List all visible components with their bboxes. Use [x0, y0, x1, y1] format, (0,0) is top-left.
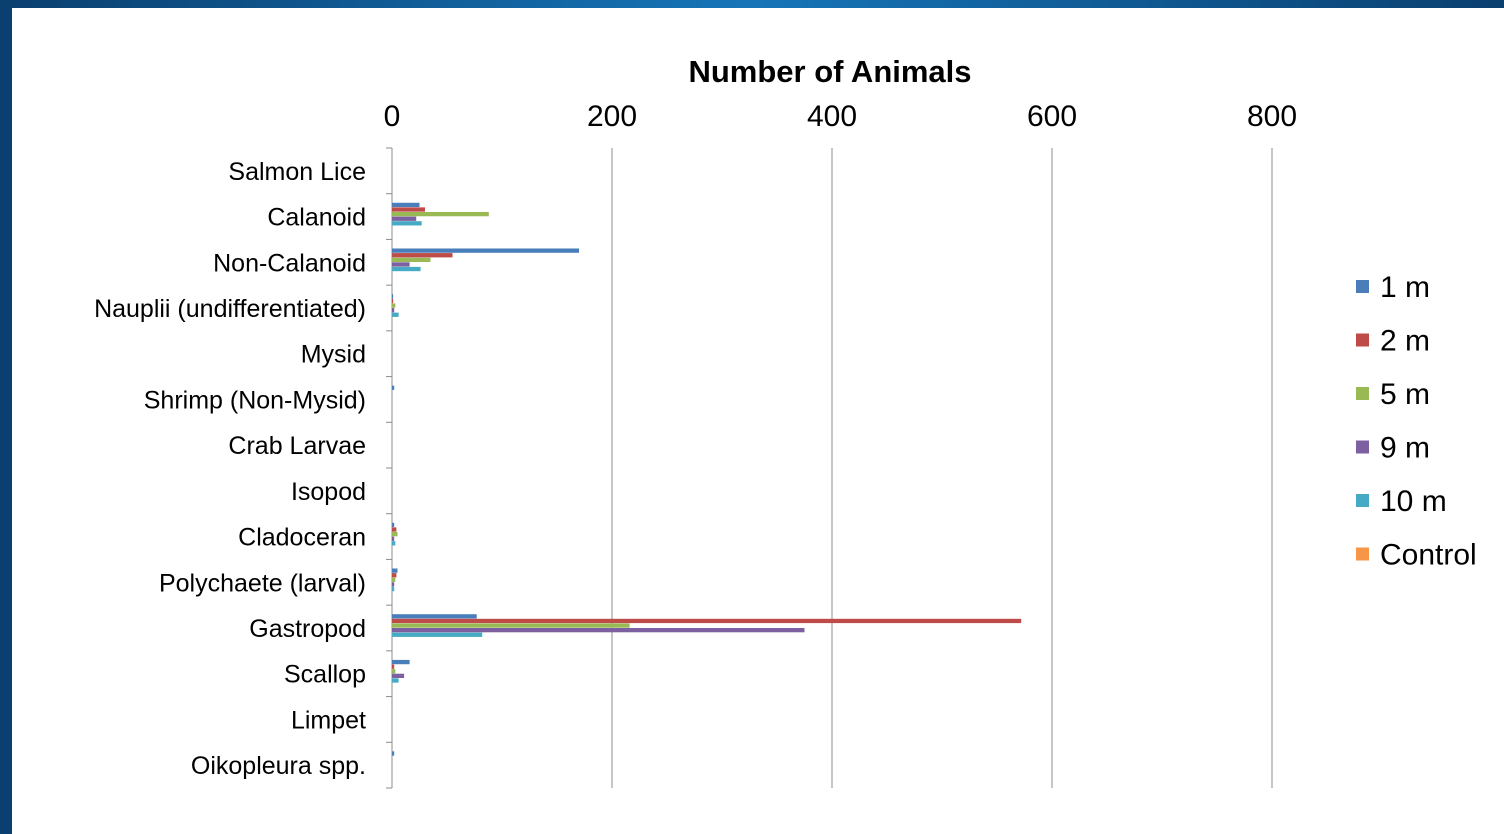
bar — [392, 678, 399, 683]
bar — [392, 568, 398, 573]
x-axis-title: Number of Animals — [688, 54, 971, 89]
x-tick-label: 0 — [384, 100, 401, 133]
bar — [392, 623, 630, 628]
legend-label: Control — [1380, 539, 1477, 572]
bar — [392, 221, 422, 226]
bar — [392, 664, 395, 669]
legend-label: 2 m — [1380, 325, 1430, 358]
category-label: Non-Calanoid — [213, 249, 366, 277]
legend-swatch — [1356, 280, 1369, 293]
bar — [392, 385, 395, 390]
bar — [392, 257, 431, 262]
x-tick-labels: 0 200 400 600 800 — [384, 100, 1297, 133]
bar — [392, 751, 395, 756]
bar — [392, 207, 425, 212]
bar — [392, 659, 410, 665]
bar — [392, 253, 453, 258]
bar — [392, 298, 394, 304]
gridlines — [386, 147, 1273, 789]
bar — [392, 216, 417, 221]
bar — [392, 522, 395, 528]
bar — [392, 586, 395, 592]
bar — [392, 266, 421, 272]
bar — [392, 527, 397, 532]
category-label: Limpet — [291, 706, 366, 734]
category-label: Polychaete (larval) — [159, 569, 366, 597]
bar — [392, 294, 394, 299]
legend-label: 10 m — [1380, 485, 1447, 518]
bar — [392, 312, 399, 317]
bar-chart: Number of Animals 0 200 400 600 800 Salmon L… — [94, 54, 1477, 789]
category-label: Shrimp (Non-Mysid) — [144, 386, 366, 414]
category-label: Mysid — [301, 341, 366, 369]
x-tick-label: 200 — [587, 100, 637, 133]
bar — [392, 262, 410, 267]
category-label: Isopod — [291, 478, 366, 506]
bar — [392, 614, 477, 619]
bar — [392, 303, 396, 308]
legend-swatch — [1356, 333, 1369, 347]
bar — [392, 577, 396, 582]
bar — [392, 541, 396, 546]
x-tick-label: 600 — [1027, 100, 1077, 133]
x-tick-label: 800 — [1247, 100, 1297, 133]
bar — [392, 628, 805, 633]
bar — [392, 308, 395, 313]
legend: 1 m 2 m 5 m 9 m 10 m Control — [1356, 271, 1477, 572]
bar — [392, 632, 483, 637]
category-label: Oikopleura spp. — [191, 752, 366, 780]
category-label: Nauplii (undifferentiated) — [94, 295, 366, 323]
bar — [392, 669, 396, 674]
bar — [392, 618, 1022, 624]
bar — [392, 573, 397, 578]
legend-swatch — [1356, 547, 1369, 561]
legend-label: 1 m — [1380, 271, 1430, 304]
category-labels: Salmon Lice Calanoid Non-Calanoid Nauplii (… — [94, 158, 366, 780]
bar — [392, 202, 420, 208]
bar — [392, 582, 395, 587]
category-label: Salmon Lice — [228, 158, 366, 186]
legend-swatch — [1356, 387, 1369, 400]
category-label: Crab Larvae — [228, 432, 366, 460]
bar — [392, 211, 489, 217]
x-tick-label: 400 — [807, 100, 857, 133]
bar — [392, 248, 579, 253]
legend-label: 9 m — [1380, 432, 1430, 465]
bars — [392, 202, 1022, 756]
legend-swatch — [1356, 494, 1369, 507]
legend-label: 5 m — [1380, 378, 1430, 411]
category-label: Calanoid — [267, 204, 366, 232]
bar — [392, 531, 398, 537]
legend-swatch — [1356, 440, 1369, 454]
bar — [392, 673, 405, 679]
chart-panel: Number of Animals 0 200 400 600 800 Salmon L… — [12, 8, 1504, 834]
category-label: Cladoceran — [238, 524, 366, 552]
bar — [392, 536, 395, 541]
category-label: Scallop — [284, 661, 366, 689]
category-label: Gastropod — [249, 615, 366, 643]
